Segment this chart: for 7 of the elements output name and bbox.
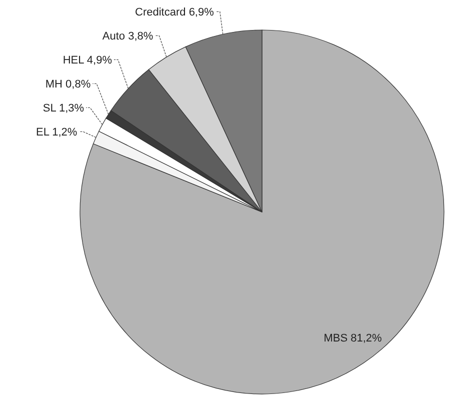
slice-label: SL 1,3% <box>42 102 84 115</box>
slice-label: MH 0,8% <box>45 78 91 91</box>
slice-label: EL 1,2% <box>36 126 78 139</box>
slice-label: Auto 3,8% <box>102 30 154 43</box>
slice-label: Creditcard 6,9% <box>135 6 214 19</box>
slice-label: HEL 4,9% <box>62 54 112 67</box>
slice-label: MBS 81,2% <box>324 332 382 345</box>
